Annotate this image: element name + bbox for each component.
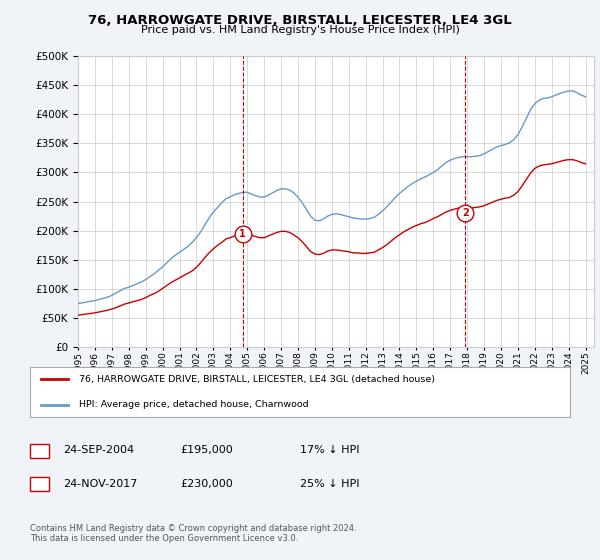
Text: £195,000: £195,000 (180, 445, 233, 455)
Text: 24-NOV-2017: 24-NOV-2017 (63, 479, 137, 489)
Text: 76, HARROWGATE DRIVE, BIRSTALL, LEICESTER, LE4 3GL (detached house): 76, HARROWGATE DRIVE, BIRSTALL, LEICESTE… (79, 375, 434, 384)
Text: 1: 1 (36, 445, 43, 455)
Text: 24-SEP-2004: 24-SEP-2004 (63, 445, 134, 455)
Text: HPI: Average price, detached house, Charnwood: HPI: Average price, detached house, Char… (79, 400, 308, 409)
Text: 2: 2 (36, 479, 43, 489)
Text: Contains HM Land Registry data © Crown copyright and database right 2024.
This d: Contains HM Land Registry data © Crown c… (30, 524, 356, 543)
Text: 17% ↓ HPI: 17% ↓ HPI (300, 445, 359, 455)
Text: Price paid vs. HM Land Registry's House Price Index (HPI): Price paid vs. HM Land Registry's House … (140, 25, 460, 35)
Text: 76, HARROWGATE DRIVE, BIRSTALL, LEICESTER, LE4 3GL: 76, HARROWGATE DRIVE, BIRSTALL, LEICESTE… (88, 14, 512, 27)
Text: 2: 2 (462, 208, 469, 218)
Text: 25% ↓ HPI: 25% ↓ HPI (300, 479, 359, 489)
Text: £230,000: £230,000 (180, 479, 233, 489)
Text: 1: 1 (239, 228, 246, 239)
